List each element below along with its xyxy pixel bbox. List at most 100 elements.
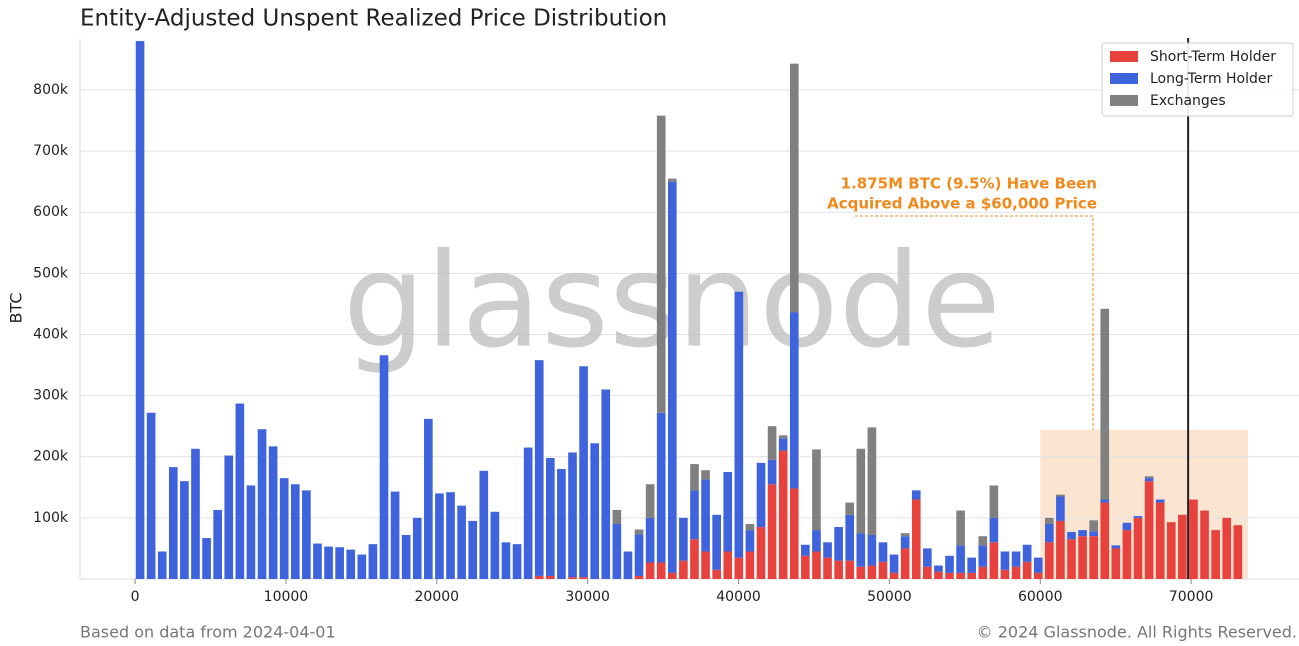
bar-segment: [789, 63, 799, 313]
bar-segment: [1211, 530, 1220, 579]
bar-segment: [1200, 510, 1209, 579]
bar-segment: [468, 520, 478, 579]
bar-segment: [579, 366, 588, 578]
bar-segment: [1044, 542, 1054, 579]
bar-segment: [546, 457, 555, 576]
bar-segment: [335, 547, 344, 579]
bar-segment: [911, 499, 921, 579]
bar-segment: [934, 565, 943, 572]
bar-segment: [479, 470, 489, 579]
bar-segment: [856, 533, 866, 567]
bar-segment: [823, 542, 832, 558]
bar-segment: [789, 488, 799, 579]
bar-segment: [1011, 551, 1021, 567]
bar-segment: [1100, 308, 1110, 500]
bar-segment: [1033, 557, 1043, 573]
legend-box: [1101, 42, 1294, 117]
bar-segment: [634, 575, 644, 579]
bar-segment: [1056, 520, 1065, 579]
bar-segment: [1178, 514, 1187, 579]
bar-segment: [1133, 517, 1143, 579]
bar-segment: [568, 452, 577, 578]
bar-segment: [279, 478, 289, 579]
bar-segment: [989, 517, 999, 543]
bar-segment: [1133, 516, 1143, 518]
x-tick-label: 70000: [1169, 589, 1214, 605]
bar-segment: [1056, 494, 1065, 497]
bar-segment: [723, 472, 733, 552]
bar-segment: [568, 577, 577, 579]
y-axis-label: BTC: [7, 293, 26, 324]
bar-segment: [778, 435, 788, 439]
bar-segment: [945, 572, 954, 579]
x-tick-label: 0: [131, 589, 140, 605]
bar-segment: [435, 493, 444, 579]
annotation-leader: [855, 215, 1094, 430]
x-tick-label: 20000: [415, 589, 460, 605]
bar-segment: [512, 544, 522, 579]
bar-segment: [745, 551, 755, 579]
bar-segment: [690, 539, 699, 579]
bar-segment: [1233, 525, 1243, 579]
bar-segment: [767, 426, 777, 460]
bar-segment: [889, 554, 899, 573]
bar-segment: [734, 557, 744, 579]
bar-segment: [1144, 478, 1154, 482]
bar-segment: [213, 509, 222, 579]
y-tick-label: 800k: [33, 82, 69, 98]
bar-segment: [1100, 499, 1110, 503]
bar-segment: [1155, 502, 1165, 579]
bar-segment: [778, 450, 788, 579]
bar-segment: [756, 462, 766, 528]
bar-segment: [601, 389, 611, 579]
bar-segment: [1033, 572, 1043, 579]
bar-segment: [867, 565, 877, 579]
legend-swatch: [1110, 95, 1138, 106]
bar-segment: [546, 575, 555, 579]
bar-segment: [712, 569, 721, 579]
bar-segment: [645, 517, 655, 563]
bar-segment: [712, 514, 721, 570]
bar-segment: [1011, 566, 1021, 579]
bar-segment: [989, 485, 999, 518]
bar-segment: [812, 449, 821, 531]
bar-segment: [701, 479, 710, 552]
y-tick-label: 500k: [33, 265, 69, 281]
bar-segment: [667, 181, 677, 573]
bar-segment: [523, 447, 533, 579]
bar-segment: [1089, 536, 1098, 579]
bar-segment: [324, 546, 333, 579]
bar-segment: [202, 538, 211, 579]
bar-segment: [1078, 530, 1087, 537]
bar-segment: [856, 566, 866, 579]
bar-segment: [1000, 551, 1010, 570]
bar-segment: [446, 492, 455, 579]
bar-segment: [778, 438, 788, 451]
bar-segment: [956, 545, 965, 573]
bar-segment: [1000, 569, 1010, 579]
bar-segment: [856, 448, 866, 534]
bar-segment: [956, 510, 965, 546]
annotation-text: 1.875M BTC (9.5%) Have Been: [841, 175, 1097, 193]
bar-segment: [900, 533, 910, 537]
bar-segment: [667, 572, 677, 579]
bar-segment: [1022, 561, 1032, 579]
bar-segment: [612, 523, 622, 579]
x-tick-label: 10000: [264, 589, 309, 605]
bar-segment: [845, 502, 855, 515]
bar-segment: [756, 527, 766, 579]
bar-segment: [801, 544, 810, 556]
bar-segment: [978, 545, 988, 567]
legend-label: Exchanges: [1150, 93, 1226, 109]
bar-segment: [878, 542, 888, 562]
bar-segment: [656, 562, 666, 579]
bar-segment: [1111, 548, 1121, 579]
bar-segment: [723, 551, 733, 579]
bar-segment: [302, 490, 311, 579]
y-tick-label: 600k: [33, 204, 69, 220]
bar-segment: [180, 481, 189, 579]
bar-segment: [268, 446, 278, 579]
bar-segment: [812, 551, 821, 579]
bar-segment: [1067, 531, 1076, 540]
bar-segment: [590, 443, 600, 579]
